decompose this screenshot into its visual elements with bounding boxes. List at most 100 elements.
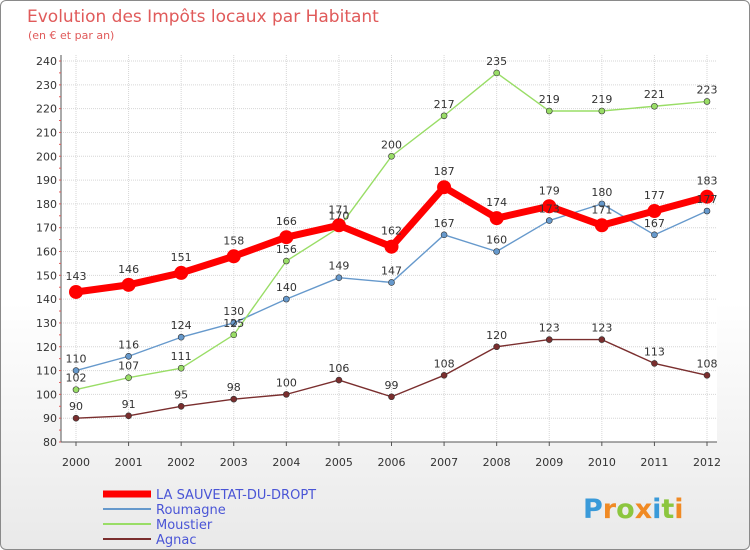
series-point [545,217,553,224]
legend-label: Roumagne [156,503,226,518]
series-point [647,204,662,219]
data-label: 171 [591,203,612,216]
series-point [388,152,395,160]
data-label: 170 [328,210,349,223]
series-point [388,279,395,286]
series-point [121,277,136,292]
y-tick-label: 220 [36,103,57,116]
data-label: 98 [227,381,241,394]
x-tick-label: 2002 [167,456,195,469]
data-label: 110 [66,353,87,366]
data-label: 99 [385,379,399,392]
x-tick-label: 2006 [378,456,406,469]
series-point [283,295,290,303]
series-point [651,231,658,239]
data-label: 177 [697,193,718,206]
data-label: 95 [174,388,188,401]
y-tick-label: 230 [36,79,57,92]
series-point [700,189,714,204]
data-label: 149 [328,260,349,273]
series-point [72,367,80,374]
y-tick-label: 130 [36,317,57,330]
series-point [545,107,553,115]
series-point [598,336,606,343]
series-point [69,284,83,299]
data-label: 217 [434,98,455,111]
data-label: 179 [539,184,560,197]
data-labels: 143 146 151 158 166 171 162 187 174 179 171 177 183 1… [66,55,718,413]
data-label: 219 [539,93,560,106]
series-point [545,336,553,343]
data-label: 143 [66,270,87,283]
data-label: 235 [486,55,507,68]
series-point [230,331,238,339]
data-label: 116 [118,338,139,351]
series-point [177,402,185,410]
series-point [703,372,711,379]
data-label: 108 [434,357,455,370]
data-label: 111 [171,350,192,363]
legend-label: LA SAUVETAT-DU-DROPT [156,488,316,503]
series-point [703,207,711,215]
data-label: 160 [486,234,507,247]
series-point [598,107,606,115]
series-point [493,343,500,351]
logo-letter: o [616,494,635,525]
data-label: 158 [223,234,244,247]
series-point [230,319,238,327]
y-tick-label: 180 [36,198,57,211]
y-tick-label: 210 [36,126,57,139]
x-tick-label: 2000 [62,456,90,469]
data-label: 167 [644,217,665,230]
y-tick-label: 200 [36,150,57,163]
data-label: 223 [697,83,718,96]
logo-letter: P [583,494,603,525]
series-point [651,360,658,367]
data-label: 147 [381,264,402,277]
data-label: 173 [539,203,560,216]
data-label: 102 [66,372,87,385]
data-label: 124 [171,319,192,332]
y-tick-label: 160 [36,246,57,259]
series-point [594,218,609,233]
series-point [440,112,448,120]
legend: LA SAUVETAT-DU-DROPTRoumagneMoustierAgna… [103,488,316,548]
series-point [283,391,290,398]
series-point [125,412,132,420]
y-tick-label: 140 [36,293,57,306]
x-tick-label: 2007 [430,456,458,469]
data-label: 123 [539,322,560,335]
series-point [230,395,238,403]
data-label: 200 [381,138,402,151]
x-tick-label: 2010 [588,456,616,469]
logo-letter: i [674,494,683,525]
data-label: 91 [122,398,136,411]
y-tick-label: 120 [36,341,57,354]
series-point [598,200,606,208]
data-label: 156 [276,243,297,256]
series-point [72,386,80,393]
series-point [226,249,241,264]
x-tick-label: 2001 [115,456,143,469]
series-point [177,333,185,341]
series-point [335,376,343,384]
series-point [279,230,294,245]
data-label: 106 [328,362,349,375]
x-tick-label: 2005 [325,456,353,469]
series-point [703,98,711,105]
legend-label: Agnac [156,533,197,548]
logo-letter: x [635,494,652,525]
series-point [125,352,132,360]
proxiti-logo: Proxiti [583,494,684,525]
series-point [489,211,504,226]
data-label: 174 [486,196,507,209]
x-tick-label: 2003 [220,456,248,469]
logo-letter: i [652,494,661,525]
x-tick-label: 2008 [483,456,511,469]
series-point [437,180,452,195]
y-tick-label: 100 [36,388,57,401]
data-label: 177 [644,189,665,202]
data-label: 107 [118,360,139,373]
series-point [493,69,500,77]
